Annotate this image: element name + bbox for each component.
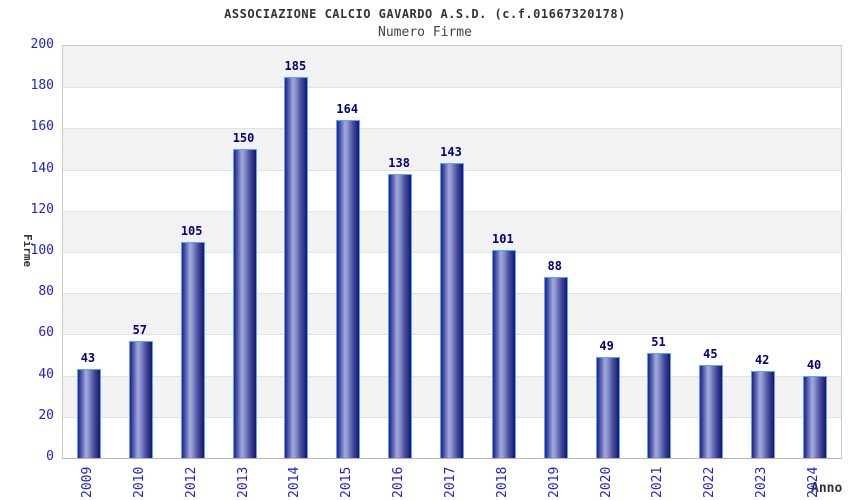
bar-2012 (180, 241, 205, 458)
bar-2010 (128, 340, 153, 458)
x-tick-label: 2009 (79, 466, 95, 498)
x-tick-label: 2016 (391, 466, 407, 498)
bar-2014 (284, 76, 309, 458)
bar-2021 (647, 352, 672, 458)
grid-band (63, 46, 841, 88)
bar-value-label: 185 (284, 58, 307, 73)
bar-2018 (491, 249, 516, 458)
bar-value-label: 143 (440, 145, 462, 160)
bar-2013 (232, 149, 257, 458)
bar-value-label: 88 (547, 258, 562, 273)
y-tick-label: 40 (38, 366, 54, 382)
plot-area (62, 45, 842, 459)
chart-subtitle: Numero Firme (378, 25, 472, 40)
x-tick-label: 2010 (131, 466, 147, 498)
bar-value-label: 105 (180, 223, 203, 238)
bar-2022 (699, 365, 724, 458)
x-tick-label: 2020 (598, 466, 614, 498)
chart-title: ASSOCIAZIONE CALCIO GAVARDO A.S.D. (c.f.… (224, 7, 626, 21)
x-tick-label: 2012 (183, 466, 199, 498)
y-tick-label: 160 (30, 119, 54, 135)
bar-value-label: 42 (754, 353, 770, 368)
y-tick-label: 100 (30, 243, 54, 258)
bar-2020 (595, 357, 620, 458)
bar-2019 (543, 276, 568, 458)
y-tick-label: 200 (30, 37, 54, 52)
y-tick-label: 180 (30, 78, 54, 94)
x-tick-label: 2018 (494, 466, 510, 498)
grid-line (63, 87, 841, 89)
x-tick-label: 2013 (235, 466, 251, 498)
x-axis-title: Anno (811, 481, 843, 496)
bar-value-label: 49 (599, 339, 614, 354)
bar-value-label: 101 (492, 231, 514, 246)
x-tick-label: 2022 (702, 466, 718, 498)
x-tick-label: 2017 (443, 466, 458, 498)
bar-value-label: 150 (232, 131, 255, 145)
bar-value-label: 57 (132, 322, 148, 337)
bar-value-label: 138 (388, 155, 410, 170)
bar-value-label: 164 (336, 102, 359, 117)
x-tick-label: 2023 (754, 466, 770, 498)
y-tick-label: 20 (38, 407, 54, 423)
grid-band (63, 128, 841, 170)
bar-value-label: 40 (806, 357, 822, 372)
bar-value-label: 45 (703, 347, 718, 362)
bar-2017 (440, 163, 464, 458)
x-tick-label: 2014 (287, 466, 303, 498)
bar-2023 (751, 371, 776, 458)
bar-value-label: 43 (80, 351, 96, 366)
bar-2024 (803, 375, 828, 458)
grid-line (63, 128, 841, 130)
x-tick-label: 2021 (650, 466, 666, 498)
bar-2016 (388, 173, 413, 458)
y-tick-label: 0 (46, 449, 54, 464)
y-tick-label: 120 (30, 201, 54, 217)
y-tick-label: 140 (30, 160, 54, 176)
x-tick-label: 2019 (546, 466, 562, 498)
y-tick-label: 80 (38, 284, 54, 300)
bar-value-label: 51 (651, 334, 666, 349)
y-tick-label: 60 (38, 325, 54, 341)
bar-2009 (76, 369, 101, 458)
x-tick-label: 2015 (339, 466, 355, 498)
bar-2015 (336, 120, 361, 458)
x-tick-label: 2024 (806, 466, 822, 498)
